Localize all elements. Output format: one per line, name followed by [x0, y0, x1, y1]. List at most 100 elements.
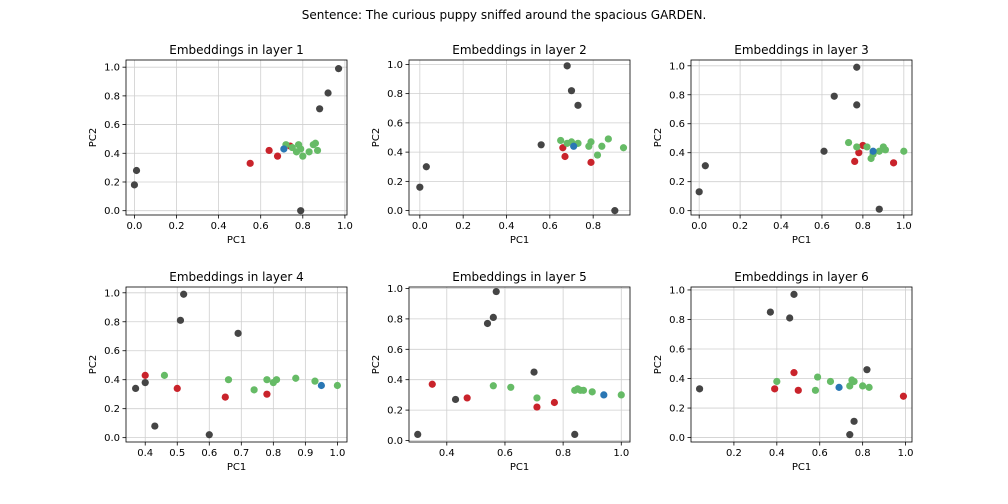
- x-tick-label: 0.4: [499, 221, 515, 232]
- data-point-green: [311, 377, 319, 385]
- data-point-dark: [786, 314, 794, 322]
- data-point-dark: [567, 87, 576, 95]
- x-tick-label: 0.2: [726, 448, 742, 459]
- figure-title: Sentence: The curious puppy sniffed arou…: [301, 8, 707, 22]
- x-tick-label: 0.6: [814, 221, 830, 232]
- data-point-green: [160, 371, 169, 379]
- x-tick-label: 1.0: [896, 221, 912, 232]
- y-tick-label: 0.2: [104, 177, 120, 188]
- data-point-dark: [141, 379, 149, 387]
- x-axis-label: PC1: [227, 235, 246, 246]
- data-point-dark: [489, 313, 497, 321]
- x-tick-label: 0.2: [169, 221, 185, 232]
- y-axis-label: PC2: [371, 355, 382, 374]
- subplot-3: 0.0 0.2 0.4 0.6 0.8 1.0 0.0 0.2 0.4 0.6 0.8 1.0 Embe…: [653, 43, 913, 246]
- x-tick-label: 0.8: [855, 221, 871, 232]
- data-point-red: [246, 159, 254, 167]
- y-tick-label: 0.4: [387, 375, 403, 386]
- data-point-green: [305, 148, 313, 156]
- x-tick-label: 1.0: [613, 448, 629, 459]
- x-tick-label: 0.8: [585, 221, 601, 232]
- y-tick-label: 0.2: [669, 177, 685, 188]
- data-point-dark: [324, 89, 332, 97]
- data-point-green: [813, 373, 822, 381]
- data-point-dark: [334, 65, 343, 73]
- data-point-green: [579, 386, 588, 394]
- subplot-5: 0.4 0.6 0.8 1.0 0.0 0.2 0.4 0.6 0.8 1.0 Embeddings…: [371, 270, 631, 473]
- y-tick-label: 1.0: [669, 285, 685, 296]
- data-point-red: [559, 144, 567, 152]
- data-point-red: [587, 158, 595, 166]
- data-point-dark: [297, 207, 305, 215]
- data-point-dark: [875, 205, 883, 213]
- y-tick-label: 0.0: [669, 206, 685, 217]
- y-tick-label: 0.0: [387, 206, 403, 217]
- data-point-green: [826, 377, 835, 386]
- data-point-red: [889, 159, 898, 167]
- data-point-dark: [492, 287, 500, 296]
- data-point-red: [173, 384, 181, 393]
- data-point-blue: [869, 147, 877, 155]
- data-point-green: [224, 376, 233, 384]
- data-point-green: [604, 135, 612, 143]
- data-point-red: [899, 392, 908, 400]
- x-tick-label: 0.6: [542, 221, 558, 232]
- data-point-red: [263, 390, 271, 398]
- data-point-dark: [701, 162, 709, 170]
- y-tick-label: 1.0: [387, 284, 403, 295]
- data-point-dark: [790, 290, 798, 298]
- y-tick-label: 1.0: [104, 63, 120, 74]
- data-point-red: [265, 146, 273, 155]
- data-point-green: [593, 151, 602, 159]
- data-point-dark: [132, 166, 141, 175]
- x-tick-label: 0.0: [691, 221, 707, 232]
- data-point-dark: [180, 290, 188, 298]
- y-tick-label: 0.4: [669, 374, 685, 385]
- subplot-1: 0.0 0.2 0.4 0.6 0.8 1.0 0.0 0.2 0.4 0.6 0.8 1.0 Embe…: [88, 43, 353, 246]
- axes-frame: [690, 286, 913, 443]
- y-tick-label: 0.8: [387, 89, 403, 100]
- data-point-red: [533, 403, 541, 411]
- y-axis-label: PC2: [653, 128, 664, 147]
- data-point-green: [846, 382, 854, 390]
- x-tick-label: 0.0: [412, 221, 428, 232]
- y-tick-label: 0.2: [669, 404, 685, 415]
- data-point-green: [850, 377, 858, 386]
- x-tick-label: 0.4: [211, 221, 227, 232]
- x-tick-label: 0.0: [126, 221, 142, 232]
- data-point-dark: [132, 384, 140, 393]
- data-point-green: [507, 383, 515, 391]
- x-tick-label: 0.4: [439, 448, 455, 459]
- y-tick-label: 0.4: [104, 149, 120, 160]
- y-tick-label: 0.8: [669, 90, 685, 101]
- x-axis-label: PC1: [227, 462, 246, 473]
- y-tick-label: 0.2: [104, 404, 120, 415]
- data-point-green: [844, 138, 853, 147]
- data-point-red: [141, 371, 149, 379]
- data-point-red: [771, 385, 779, 393]
- axes-frame: [690, 59, 913, 216]
- data-point-dark: [695, 385, 704, 393]
- x-tick-label: 0.9: [297, 448, 313, 459]
- data-point-green: [533, 394, 541, 402]
- data-point-green: [853, 143, 861, 151]
- data-point-green: [865, 383, 873, 391]
- data-point-dark: [850, 417, 858, 425]
- y-tick-label: 0.2: [387, 406, 403, 417]
- data-point-green: [588, 388, 596, 396]
- data-point-dark: [176, 316, 185, 324]
- x-tick-label: 1.0: [337, 221, 353, 232]
- y-tick-label: 0.8: [387, 314, 403, 325]
- x-tick-label: 0.8: [855, 448, 871, 459]
- subplot-2: 0.0 0.2 0.4 0.6 0.8 0.0 0.2 0.4 0.6 0.8 1.0 Embeddi…: [371, 43, 631, 246]
- data-point-green: [311, 139, 320, 147]
- data-point-blue: [600, 391, 608, 399]
- data-point-dark: [416, 183, 424, 191]
- axes-frame: [125, 59, 348, 216]
- x-axis-label: PC1: [792, 462, 811, 473]
- data-point-dark: [853, 63, 861, 71]
- data-point-blue: [835, 383, 843, 391]
- data-point-dark: [853, 101, 861, 109]
- x-tick-label: 0.7: [233, 448, 249, 459]
- subplot-title: Embeddings in layer 5: [452, 270, 586, 284]
